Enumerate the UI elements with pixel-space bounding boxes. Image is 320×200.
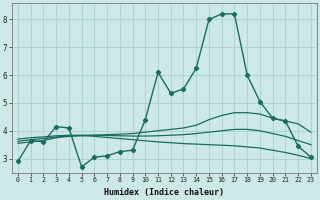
X-axis label: Humidex (Indice chaleur): Humidex (Indice chaleur) [104, 188, 224, 197]
